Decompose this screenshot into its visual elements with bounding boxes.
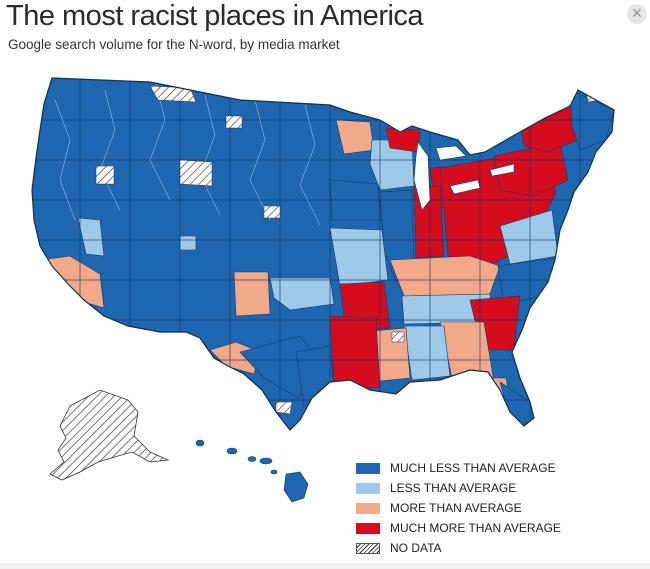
us-map (0, 60, 650, 569)
legend-item: MUCH LESS THAN AVERAGE (356, 458, 626, 478)
legend-swatch (356, 502, 380, 514)
legend-label: MUCH LESS THAN AVERAGE (390, 461, 556, 475)
media-market-region (329, 315, 381, 389)
great-lakes (413, 141, 515, 211)
media-market-region (403, 325, 451, 381)
media-market-region (389, 255, 501, 297)
legend-label: MUCH MORE THAN AVERAGE (390, 521, 561, 535)
legend-item: LESS THAN AVERAGE (356, 478, 626, 498)
legend-item: MORE THAN AVERAGE (356, 498, 626, 518)
page-title: The most racist places in America (6, 0, 424, 32)
media-market-region (247, 456, 257, 462)
alaska-region (49, 389, 170, 481)
media-market-region (179, 235, 197, 251)
media-market-region (195, 439, 205, 447)
media-market-region (283, 471, 309, 503)
close-icon[interactable]: ✕ (627, 4, 647, 24)
media-market-region (226, 447, 238, 455)
media-market-region (269, 277, 335, 311)
legend-label: MORE THAN AVERAGE (390, 501, 522, 515)
media-market-region (259, 457, 273, 465)
page-subtitle: Google search volume for the N-word, by … (8, 37, 340, 52)
legend-swatch (356, 462, 380, 474)
media-market-region (270, 469, 278, 475)
legend-label: NO DATA (390, 541, 442, 555)
legend-swatch-hatch (356, 542, 380, 554)
hawaii-region (195, 439, 309, 503)
legend-swatch (356, 522, 380, 534)
mainland-map (32, 78, 614, 430)
media-market-region (385, 127, 421, 153)
legend-swatch (356, 482, 380, 494)
media-market-region (233, 271, 271, 317)
legend-label: LESS THAN AVERAGE (390, 481, 517, 495)
media-market-region (329, 227, 389, 287)
media-market-region (77, 217, 105, 257)
legend-item: MUCH MORE THAN AVERAGE (356, 518, 626, 538)
bottom-divider (0, 563, 650, 569)
legend-item: NO DATA (356, 538, 626, 558)
map-legend: MUCH LESS THAN AVERAGE LESS THAN AVERAGE… (356, 458, 626, 558)
